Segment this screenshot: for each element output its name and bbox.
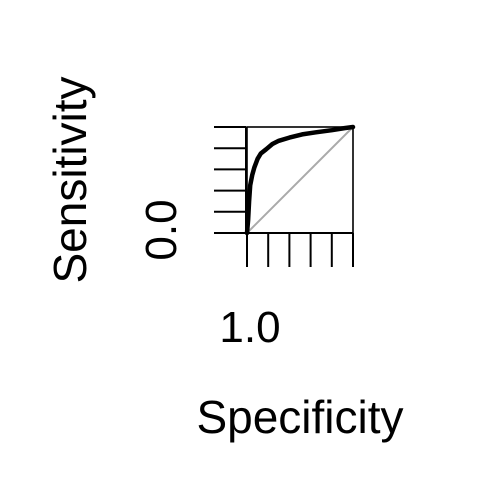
- plot-area: [244, 124, 356, 236]
- x-axis-label: Specificity: [196, 391, 403, 443]
- axes: [214, 126, 354, 267]
- y-axis-label: Sensitivity: [44, 76, 96, 283]
- y-tick-label: 0.0: [137, 199, 186, 260]
- roc-curve-line: [244, 124, 356, 236]
- x-tick-label: 1.0: [219, 303, 280, 352]
- reference-diagonal-line: [246, 126, 354, 234]
